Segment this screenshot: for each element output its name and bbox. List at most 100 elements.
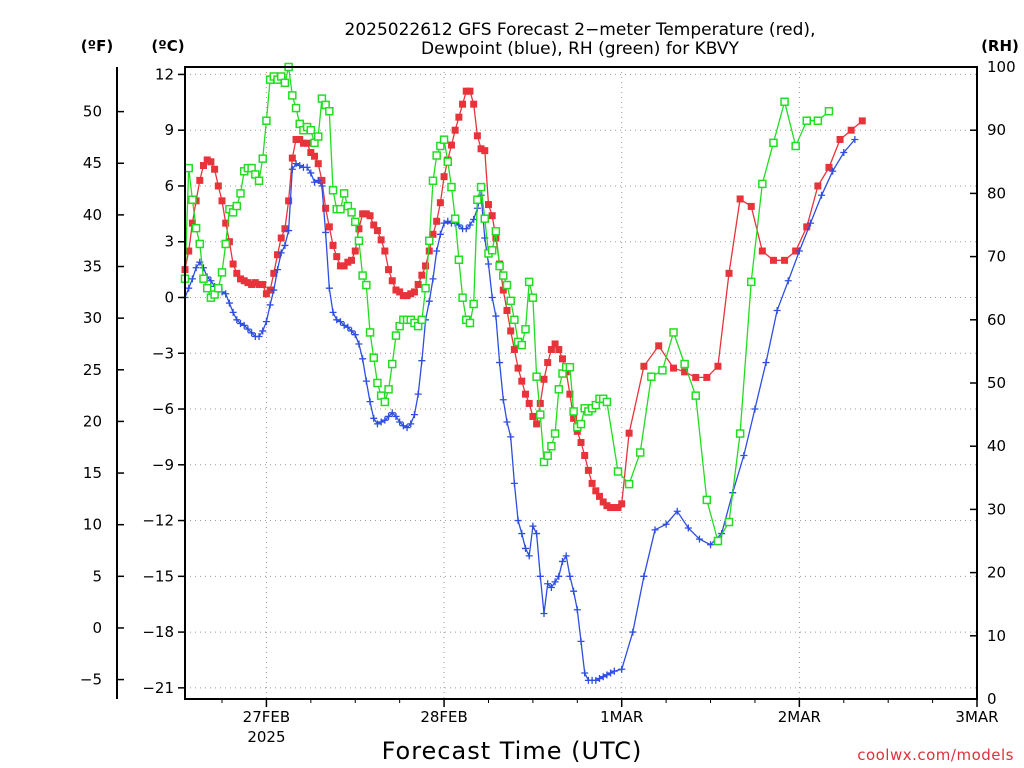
series-1-point-35 bbox=[311, 178, 319, 186]
x-tick-label-0: 27FEB bbox=[243, 708, 290, 726]
series-2-point-52 bbox=[373, 378, 382, 388]
series-1-point-25 bbox=[274, 266, 282, 274]
series-1-point-89 bbox=[510, 479, 518, 487]
x-tick-label-1: 28FEB bbox=[420, 708, 467, 726]
series-2-point-83 bbox=[487, 246, 497, 255]
celsius-tick-label-7: −9 bbox=[152, 456, 174, 474]
series-2-point-91 bbox=[517, 340, 527, 350]
series-2 bbox=[180, 62, 834, 546]
series-2-point-94 bbox=[528, 293, 538, 302]
series-0-point-107 bbox=[577, 438, 585, 446]
series-2-point-96 bbox=[536, 410, 545, 419]
series-0-point-129 bbox=[747, 202, 755, 210]
series-2-point-114 bbox=[602, 397, 612, 407]
series-0-point-26 bbox=[277, 234, 285, 242]
series-2-point-80 bbox=[476, 182, 486, 192]
series-2-point-66 bbox=[425, 236, 434, 246]
series-2-point-124 bbox=[713, 536, 723, 546]
series-1-point-119 bbox=[640, 572, 648, 580]
series-1-point-114 bbox=[603, 671, 611, 679]
series-0-point-115 bbox=[607, 504, 615, 512]
series-0-point-93 bbox=[525, 399, 533, 407]
fahrenheit-tick-label-11: −5 bbox=[80, 671, 102, 689]
series-0-point-63 bbox=[414, 280, 422, 288]
series-2-point-118 bbox=[647, 372, 656, 381]
series-1-point-1 bbox=[185, 284, 193, 292]
series-2-point-99 bbox=[547, 441, 556, 451]
series-1-point-78 bbox=[470, 215, 478, 223]
series-0-point-27 bbox=[281, 225, 289, 233]
x-tick-label-3: 2MAR bbox=[778, 708, 821, 726]
rh-tick-label-2: 80 bbox=[987, 184, 1006, 202]
series-2-point-43 bbox=[339, 189, 349, 198]
celsius-tick-label-8: −12 bbox=[142, 512, 174, 530]
series-1-point-96 bbox=[536, 572, 544, 580]
series-0-point-75 bbox=[459, 100, 467, 108]
series-2-point-121 bbox=[680, 359, 689, 369]
series-2-point-128 bbox=[758, 179, 767, 189]
series-1 bbox=[181, 135, 859, 684]
series-1-point-5 bbox=[200, 264, 208, 272]
series-2-point-127 bbox=[746, 277, 756, 287]
series-1-point-118 bbox=[629, 628, 637, 636]
series-2-point-29 bbox=[288, 91, 297, 100]
series-0-point-21 bbox=[259, 280, 267, 288]
series-2-point-123 bbox=[702, 495, 712, 505]
series-0-point-92 bbox=[521, 390, 529, 398]
series-1-point-53 bbox=[377, 418, 385, 426]
series-0-point-24 bbox=[270, 269, 278, 277]
series-1-point-91 bbox=[518, 530, 526, 538]
series-0-point-59 bbox=[399, 292, 407, 300]
series-1-point-38 bbox=[322, 228, 330, 236]
fahrenheit-tick-label-4: 30 bbox=[83, 309, 102, 327]
series-0-point-138 bbox=[847, 126, 855, 134]
series-1-point-68 bbox=[433, 247, 441, 255]
series-1-point-104 bbox=[566, 572, 574, 580]
series-2-point-77 bbox=[465, 318, 475, 328]
rh-tick-label-1: 90 bbox=[987, 121, 1006, 139]
series-1-point-98 bbox=[544, 580, 552, 588]
series-0-point-30 bbox=[292, 135, 300, 143]
series-1-point-138 bbox=[851, 135, 859, 143]
series-0-point-46 bbox=[351, 247, 359, 255]
series-1-point-108 bbox=[581, 669, 589, 677]
credit-label: coolwx.com/models bbox=[857, 746, 1014, 764]
series-1-point-130 bbox=[762, 359, 770, 367]
series-2-point-75 bbox=[458, 293, 467, 302]
axes: 129630−3−6−9−12−15−18−215045403530252015… bbox=[80, 58, 1016, 746]
series-2-point-10 bbox=[217, 268, 227, 277]
series-0-point-60 bbox=[403, 292, 411, 300]
series-0-point-8 bbox=[211, 165, 219, 173]
fahrenheit-tick-label-6: 20 bbox=[83, 412, 102, 430]
series-1-point-21 bbox=[259, 327, 267, 335]
series-2-point-21 bbox=[258, 154, 267, 163]
series-1-point-133 bbox=[795, 247, 803, 255]
series-0-point-130 bbox=[758, 247, 766, 255]
series-0-point-62 bbox=[410, 288, 418, 296]
series-0-point-37 bbox=[318, 176, 326, 184]
series-1-point-11 bbox=[222, 290, 230, 298]
series-0-point-14 bbox=[233, 269, 241, 277]
series-2-point-67 bbox=[428, 176, 438, 186]
grid-lines bbox=[185, 67, 978, 699]
series-0-point-51 bbox=[370, 221, 378, 229]
series-1-point-120 bbox=[651, 526, 659, 534]
series-1-point-62 bbox=[410, 411, 418, 419]
fahrenheit-tick-label-0: 50 bbox=[83, 103, 102, 121]
series-line-0 bbox=[184, 90, 863, 509]
series-0-point-99 bbox=[547, 346, 555, 354]
series-0-point-42 bbox=[336, 262, 344, 270]
series-1-point-135 bbox=[818, 191, 826, 199]
series-2-point-49 bbox=[362, 280, 371, 290]
series-1-point-64 bbox=[418, 357, 426, 365]
series-1-point-92 bbox=[521, 544, 529, 552]
series-2-point-57 bbox=[391, 331, 401, 340]
series-1-point-39 bbox=[325, 284, 333, 292]
series-0-point-127 bbox=[725, 269, 733, 277]
series-1-point-122 bbox=[673, 507, 681, 515]
series-1-point-33 bbox=[303, 163, 311, 171]
series-2-point-104 bbox=[565, 362, 575, 372]
series-2-point-42 bbox=[336, 204, 345, 214]
series-0-point-6 bbox=[203, 156, 211, 164]
series-2-point-48 bbox=[358, 271, 367, 280]
